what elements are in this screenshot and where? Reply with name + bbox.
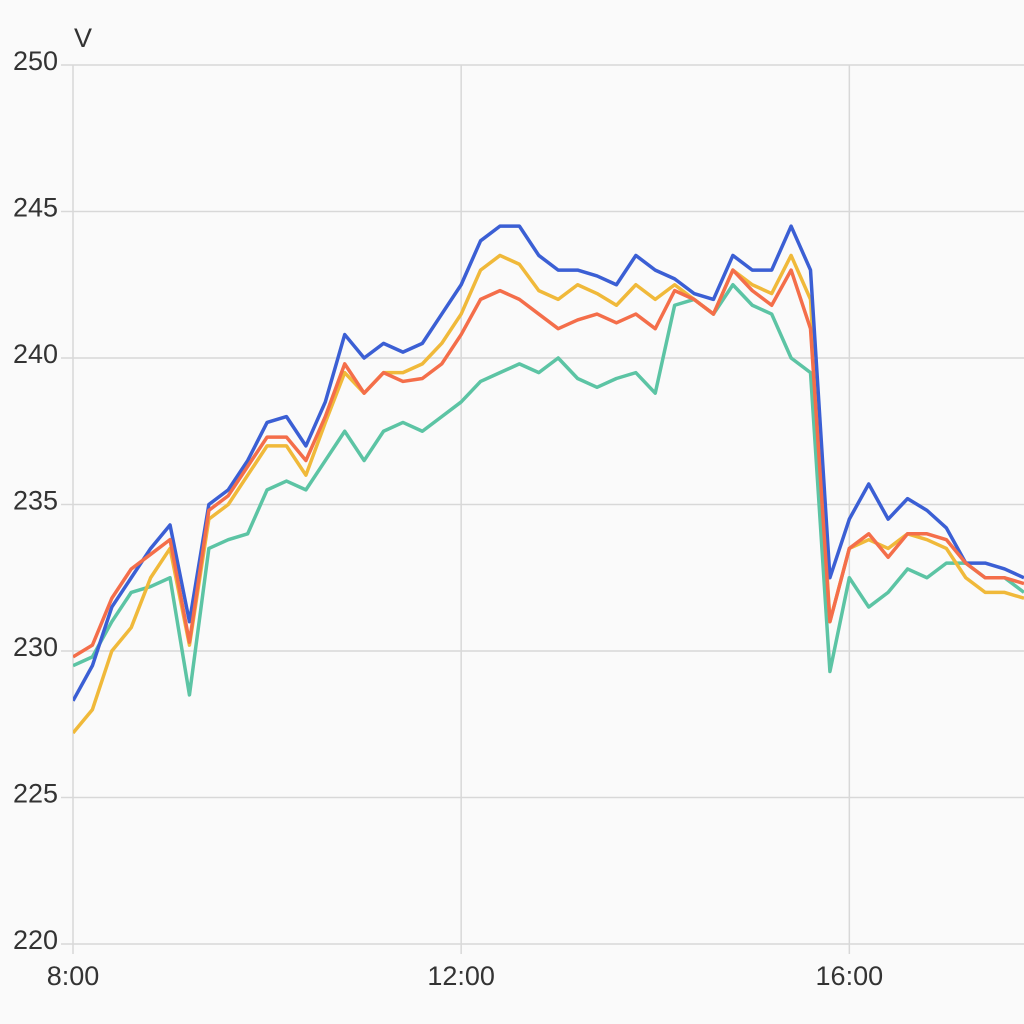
y-tick-label: 250 [13,46,58,76]
series-line [73,253,1024,735]
y-tick-label: 240 [13,339,58,369]
series-line [73,283,1024,697]
series-line [73,224,1024,702]
y-axis-unit: V [74,23,92,53]
y-tick-label: 225 [13,779,58,809]
y-tick-label: 235 [13,486,58,516]
y-tick-label: 220 [13,925,58,955]
x-tick-label: 16:00 [816,961,884,991]
y-tick-label: 245 [13,193,58,223]
x-tick-label: 8:00 [47,961,100,991]
x-tick-label: 12:00 [427,961,495,991]
y-tick-label: 230 [13,632,58,662]
series-line [73,268,1024,659]
